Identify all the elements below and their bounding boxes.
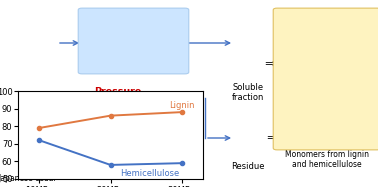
Text: ⇒: ⇒ [264, 57, 276, 71]
Text: Residue: Residue [231, 162, 265, 171]
Text: Degradation in
methanol/water
(9/1, v/v) at 270°C: Degradation in methanol/water (9/1, v/v)… [92, 25, 176, 55]
Text: Hemicellulose: Hemicellulose [120, 169, 179, 178]
Text: Pressure
dependence: Pressure dependence [85, 87, 150, 107]
Text: Monomers from lignin
and hemicellulose: Monomers from lignin and hemicellulose [285, 150, 369, 169]
Text: Lignin: Lignin [169, 101, 194, 110]
Text: ⇒: ⇒ [266, 131, 278, 145]
Text: Soluble
fraction: Soluble fraction [232, 83, 264, 102]
Text: Rich in cellulose: Rich in cellulose [284, 134, 352, 142]
Text: etc.: etc. [352, 68, 368, 76]
Text: Japanese cedar: Japanese cedar [0, 174, 57, 183]
